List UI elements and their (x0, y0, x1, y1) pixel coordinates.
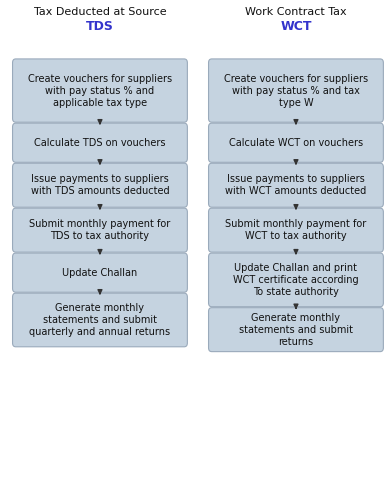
Text: Create vouchers for suppliers
with pay status % and
applicable tax type: Create vouchers for suppliers with pay s… (28, 73, 172, 108)
Text: Calculate WCT on vouchers: Calculate WCT on vouchers (229, 138, 363, 148)
FancyBboxPatch shape (13, 123, 187, 162)
Text: Submit monthly payment for
WCT to tax authority: Submit monthly payment for WCT to tax au… (225, 219, 367, 241)
Text: Submit monthly payment for
TDS to tax authority: Submit monthly payment for TDS to tax au… (29, 219, 171, 241)
FancyBboxPatch shape (13, 253, 187, 292)
Text: Issue payments to suppliers
with TDS amounts deducted: Issue payments to suppliers with TDS amo… (31, 174, 169, 196)
Text: Work Contract Tax: Work Contract Tax (245, 7, 347, 17)
Text: Update Challan: Update Challan (62, 268, 138, 278)
FancyBboxPatch shape (209, 308, 383, 352)
FancyBboxPatch shape (13, 208, 187, 252)
FancyBboxPatch shape (13, 293, 187, 347)
Text: Tax Deducted at Source: Tax Deducted at Source (34, 7, 166, 17)
Text: TDS: TDS (86, 20, 114, 33)
FancyBboxPatch shape (209, 123, 383, 162)
FancyBboxPatch shape (209, 208, 383, 252)
Text: Calculate TDS on vouchers: Calculate TDS on vouchers (34, 138, 166, 148)
Text: Update Challan and print
WCT certificate according
To state authority: Update Challan and print WCT certificate… (233, 263, 359, 297)
FancyBboxPatch shape (209, 59, 383, 122)
Text: Create vouchers for suppliers
with pay status % and tax
type W: Create vouchers for suppliers with pay s… (224, 73, 368, 108)
Text: Generate monthly
statements and submit
quarterly and annual returns: Generate monthly statements and submit q… (29, 303, 171, 337)
FancyBboxPatch shape (209, 253, 383, 307)
FancyBboxPatch shape (209, 163, 383, 207)
FancyBboxPatch shape (13, 163, 187, 207)
Text: Issue payments to suppliers
with WCT amounts deducted: Issue payments to suppliers with WCT amo… (225, 174, 367, 196)
Text: WCT: WCT (280, 20, 312, 33)
FancyBboxPatch shape (13, 59, 187, 122)
Text: Generate monthly
statements and submit
returns: Generate monthly statements and submit r… (239, 313, 353, 347)
